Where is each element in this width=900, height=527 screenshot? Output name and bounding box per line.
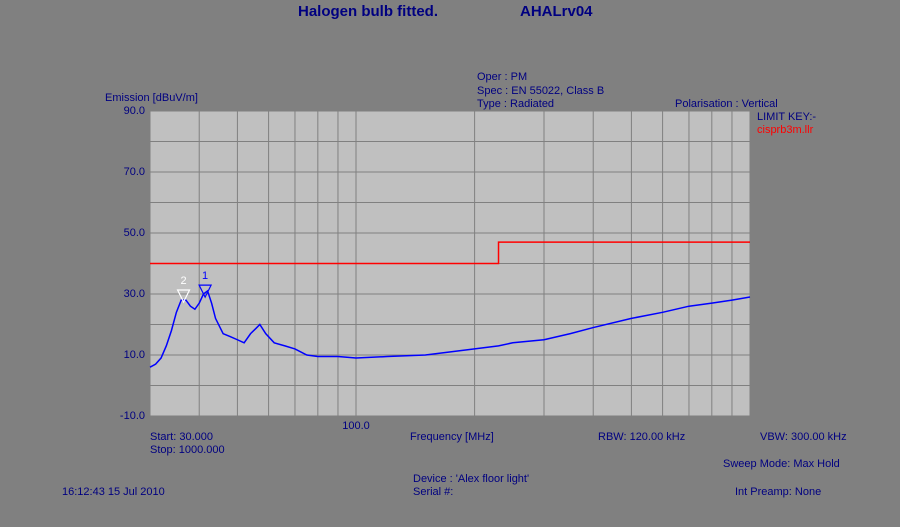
info-text: Int Preamp: None [735,486,821,498]
chart-subtitle: AHALrv04 [520,3,593,20]
info-text: Device : 'Alex floor light' [413,473,529,485]
marker [176,289,191,304]
info-text: VBW: 300.00 kHz [760,431,847,443]
legend-entry: cisprb3m.llr [757,124,814,136]
data-line [150,241,750,265]
info-text: Oper : PM [477,71,527,83]
info-text: RBW: 120.00 kHz [598,431,685,443]
y-tick-label: 30.0 [124,288,145,300]
info-text: Type : Radiated [477,98,554,110]
y-tick-label: 10.0 [124,349,145,361]
x-tick-label: 100.0 [342,420,370,432]
x-axis-label: Frequency [MHz] [410,431,494,443]
marker [198,284,213,299]
y-tick-label: -10.0 [120,410,145,422]
y-tick-label: 70.0 [124,166,145,178]
legend-title: LIMIT KEY:- [757,111,816,123]
y-tick-label: 90.0 [124,105,145,117]
info-text: Stop: 1000.000 [150,444,225,456]
timestamp: 16:12:43 15 Jul 2010 [62,486,165,498]
info-text: Polarisation : Vertical [675,98,778,110]
data-line [149,289,751,368]
chart-title: Halogen bulb fitted. [298,3,438,20]
y-axis-label: Emission [dBuV/m] [105,92,198,104]
y-tick-label: 50.0 [124,227,145,239]
info-text: Start: 30.000 [150,431,213,443]
info-text: Serial #: [413,486,453,498]
marker-label: 2 [180,275,186,287]
info-text: Spec : EN 55022, Class B [477,85,604,97]
marker-label: 1 [202,270,208,282]
info-text: Sweep Mode: Max Hold [723,458,840,470]
